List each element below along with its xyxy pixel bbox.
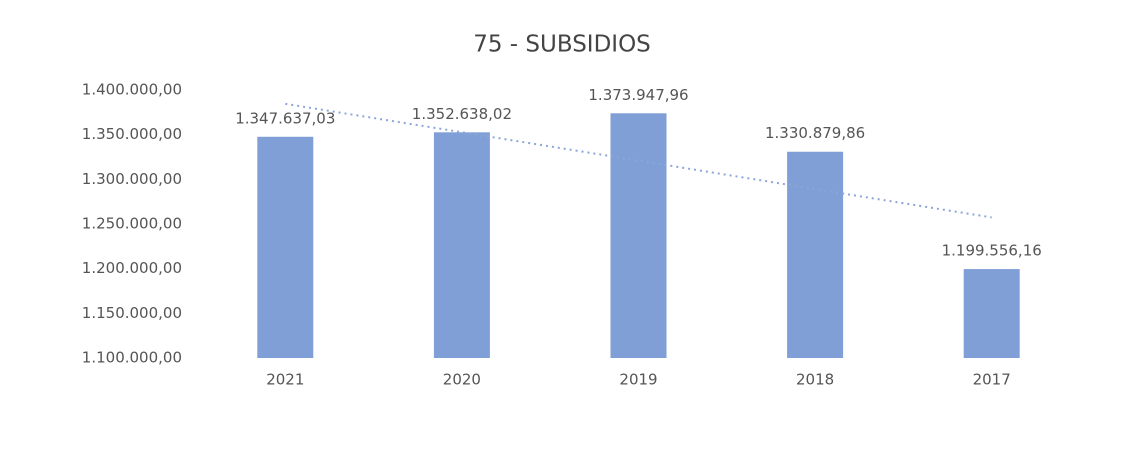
y-tick-label: 1.400.000,00	[82, 81, 182, 99]
x-tick-label: 2017	[973, 371, 1011, 389]
bar	[257, 136, 314, 358]
data-label: 1.199.556,16	[942, 242, 1042, 260]
bar	[433, 132, 490, 358]
bar	[610, 113, 667, 358]
y-tick-label: 1.250.000,00	[82, 215, 182, 233]
y-tick-label: 1.100.000,00	[82, 349, 182, 367]
bar	[787, 151, 844, 358]
x-tick-label: 2021	[266, 371, 304, 389]
y-tick-label: 1.350.000,00	[82, 125, 182, 143]
x-tick-label: 2019	[619, 371, 657, 389]
y-tick-label: 1.300.000,00	[82, 170, 182, 188]
y-tick-label: 1.150.000,00	[82, 304, 182, 322]
bar	[963, 269, 1020, 358]
y-tick-label: 1.200.000,00	[82, 259, 182, 277]
x-tick-label: 2020	[443, 371, 481, 389]
data-label: 1.352.638,02	[412, 105, 512, 123]
data-label: 1.373.947,96	[588, 86, 688, 104]
x-tick-label: 2018	[796, 371, 834, 389]
data-label: 1.330.879,86	[765, 124, 865, 142]
chart-title: 75 - SUBSIDIOS	[473, 32, 651, 58]
data-label: 1.347.637,03	[235, 109, 335, 127]
